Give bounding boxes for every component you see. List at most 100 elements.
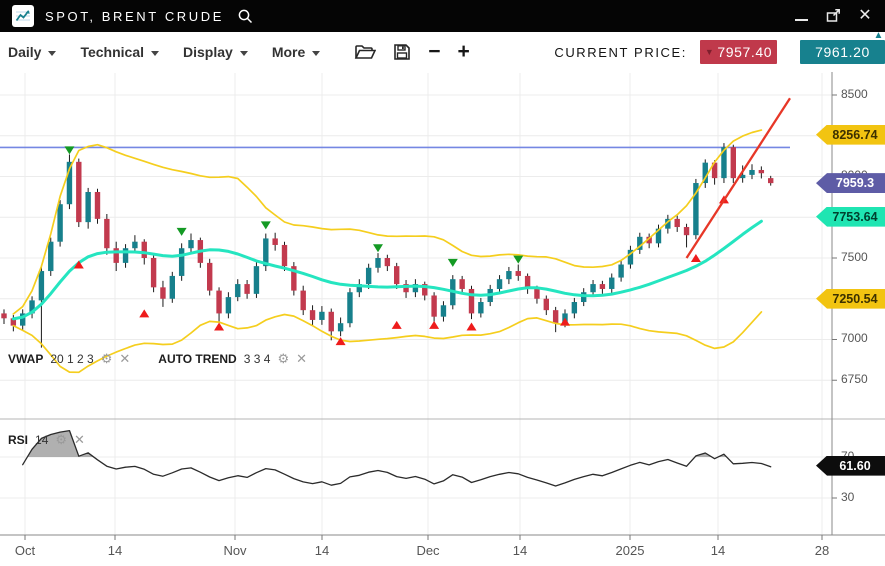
candle [739, 174, 746, 179]
gear-icon[interactable]: ⚙ [100, 351, 113, 366]
candle [543, 298, 549, 311]
up-trend-triangle [690, 253, 701, 262]
candle [431, 295, 437, 317]
up-trend-triangle [335, 337, 346, 346]
indicator-row-main: VWAP 20 1 2 3 ⚙ ✕ AUTO TREND 3 3 4 ⚙ ✕ [8, 352, 307, 366]
gear-icon[interactable]: ⚙ [55, 432, 68, 447]
menu-label: Display [183, 44, 233, 60]
candle [20, 313, 26, 326]
candle [178, 248, 185, 276]
candle [590, 284, 596, 293]
candle [384, 257, 391, 267]
down-trend-triangle [447, 258, 458, 267]
candle [637, 236, 643, 250]
candle [693, 183, 699, 236]
candle [758, 169, 765, 174]
candle [169, 275, 175, 299]
candle [10, 318, 17, 326]
candle [534, 288, 540, 299]
up-trend-triangle [214, 322, 225, 331]
candle [646, 236, 652, 244]
candle [730, 147, 736, 179]
candle [711, 162, 718, 179]
candle [235, 284, 241, 298]
up-trend-triangle [139, 309, 150, 318]
candle [216, 290, 222, 314]
menu-display[interactable]: Display [183, 44, 248, 60]
close-button[interactable]: ✕ [858, 7, 872, 24]
chart-area: 8500 8250 8000 7750 7500 7250 7000 6750 70 30 Oct 1… [0, 72, 885, 566]
indicator-row-rsi: RSI 14 ⚙ ✕ [8, 433, 85, 447]
bid-price-value: 7957.40 [717, 44, 773, 60]
up-trend-triangle [466, 322, 477, 331]
candle [122, 248, 129, 263]
candle [749, 169, 755, 175]
gear-icon[interactable]: ⚙ [277, 351, 290, 366]
candle [141, 241, 147, 258]
candle [48, 241, 54, 272]
candle [506, 271, 512, 280]
candle [683, 227, 690, 236]
rsi-indicator-params: 14 [35, 433, 49, 447]
candle [66, 161, 73, 205]
candle [57, 204, 63, 242]
candle [618, 264, 624, 278]
auto-trend-line [685, 97, 791, 259]
close-icon[interactable]: ✕ [296, 351, 307, 366]
zoom-out-button[interactable]: − [428, 40, 441, 63]
candle [150, 257, 157, 288]
candle [702, 162, 708, 184]
candle [599, 284, 606, 289]
vwap-center-line [11, 219, 763, 321]
minimize-button[interactable] [793, 8, 809, 24]
candle [515, 271, 521, 276]
open-folder-icon[interactable] [354, 43, 377, 61]
candle [300, 290, 306, 311]
bid-price-badge: ▼ 7957.40 [700, 40, 777, 64]
menu-timeframe-daily[interactable]: Daily [8, 44, 57, 60]
price-chart-canvas[interactable] [0, 72, 885, 566]
chart-app-icon [12, 5, 34, 27]
current-price-group: CURRENT PRICE: ▼ 7957.40 7961.20 ▲ [554, 31, 885, 72]
rsi-line [22, 429, 772, 487]
candle [356, 284, 362, 293]
menu-label: Technical [80, 44, 145, 60]
chevron-down-icon [48, 50, 57, 56]
rsi-overbought-fill [22, 430, 771, 457]
candle [365, 267, 372, 285]
chevron-down-icon [151, 50, 160, 56]
candle [337, 323, 344, 332]
window-controls: ✕ [793, 8, 873, 24]
candle [188, 240, 194, 249]
up-trend-triangle [391, 320, 402, 329]
close-icon[interactable]: ✕ [119, 351, 131, 366]
current-price-label: CURRENT PRICE: [554, 44, 687, 60]
candle [1, 313, 7, 319]
popout-button[interactable] [825, 8, 841, 24]
candle [281, 244, 288, 267]
candle [94, 191, 101, 219]
candle [394, 266, 400, 285]
auto-trend-indicator-name: AUTO TREND [158, 352, 237, 366]
candle [309, 310, 316, 320]
candle [29, 300, 35, 314]
down-trend-triangle [373, 244, 383, 253]
candle [104, 218, 110, 249]
zoom-in-button[interactable]: + [457, 40, 470, 63]
candle [459, 279, 465, 289]
candle [319, 311, 325, 320]
save-icon[interactable] [393, 43, 411, 61]
candle [496, 279, 503, 289]
menu-technical[interactable]: Technical [80, 44, 160, 60]
close-icon[interactable]: ✕ [74, 432, 85, 447]
down-trend-triangle [513, 255, 524, 264]
down-trend-triangle [176, 227, 187, 236]
candle [244, 284, 250, 294]
menu-more[interactable]: More [272, 44, 321, 60]
candle [440, 305, 447, 317]
candle [113, 248, 119, 263]
candle [655, 228, 662, 244]
search-icon[interactable] [237, 8, 254, 25]
instrument-title: SPOT, BRENT CRUDE [45, 8, 225, 24]
candle [478, 302, 484, 314]
